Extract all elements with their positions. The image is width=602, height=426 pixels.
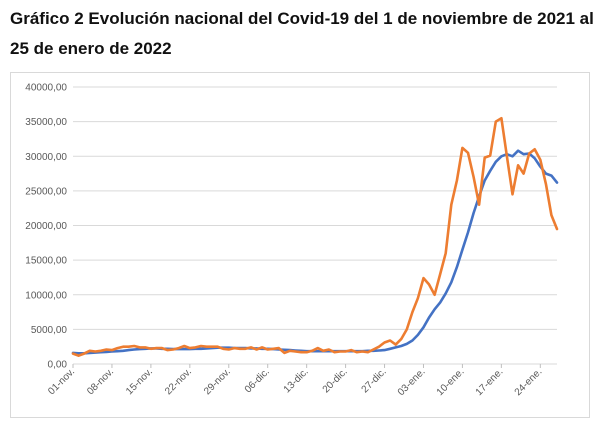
x-tick-label: 15-nov. — [124, 366, 155, 397]
y-tick-label: 35000,00 — [25, 117, 67, 128]
x-tick-label: 03-ene. — [396, 366, 428, 398]
y-tick-label: 10000,00 — [25, 290, 67, 301]
x-tick-label: 17-ene. — [474, 366, 506, 398]
y-tick-label: 5000,00 — [31, 325, 68, 336]
series-line-2 — [71, 116, 559, 358]
x-tick-label: 29-nov. — [202, 366, 233, 397]
y-tick-label: 20000,00 — [25, 221, 67, 232]
y-tick-label: 0,00 — [48, 360, 68, 371]
y-tick-label: 25000,00 — [25, 186, 67, 197]
x-tick-label: 27-dic. — [360, 366, 389, 395]
x-tick-label: 24-ene. — [513, 366, 545, 398]
y-tick-label: 40000,00 — [25, 83, 67, 94]
y-tick-label: 15000,00 — [25, 256, 67, 267]
x-axis-tick-labels: 01-nov. 08-nov. 15-nov. 22-nov. 29-nov. 06-di… — [46, 364, 544, 398]
gridlines — [73, 86, 557, 365]
x-tick-label: 20-dic. — [321, 366, 350, 395]
x-tick-label: 10-ene. — [435, 366, 467, 398]
x-tick-label: 22-nov. — [163, 366, 194, 397]
series-line-1 — [71, 149, 559, 355]
y-tick-label: 30000,00 — [25, 152, 67, 163]
line-chart: 0,00 5000,00 10000,00 15000,00 20000,00 25000… — [25, 83, 559, 398]
series-lines — [71, 116, 559, 358]
x-tick-label: 13-dic. — [282, 366, 311, 395]
x-tick-label: 01-nov. — [46, 366, 77, 397]
chart-title: Gráfico 2 Evolución nacional del Covid-1… — [10, 9, 594, 58]
y-axis-tick-labels: 0,00 5000,00 10000,00 15000,00 20000,00 25000… — [25, 83, 67, 371]
x-tick-label: 08-nov. — [85, 366, 116, 397]
chart-area: 0,00 5000,00 10000,00 15000,00 20000,00 25000… — [10, 72, 590, 418]
x-tick-label: 06-dic. — [243, 366, 272, 395]
